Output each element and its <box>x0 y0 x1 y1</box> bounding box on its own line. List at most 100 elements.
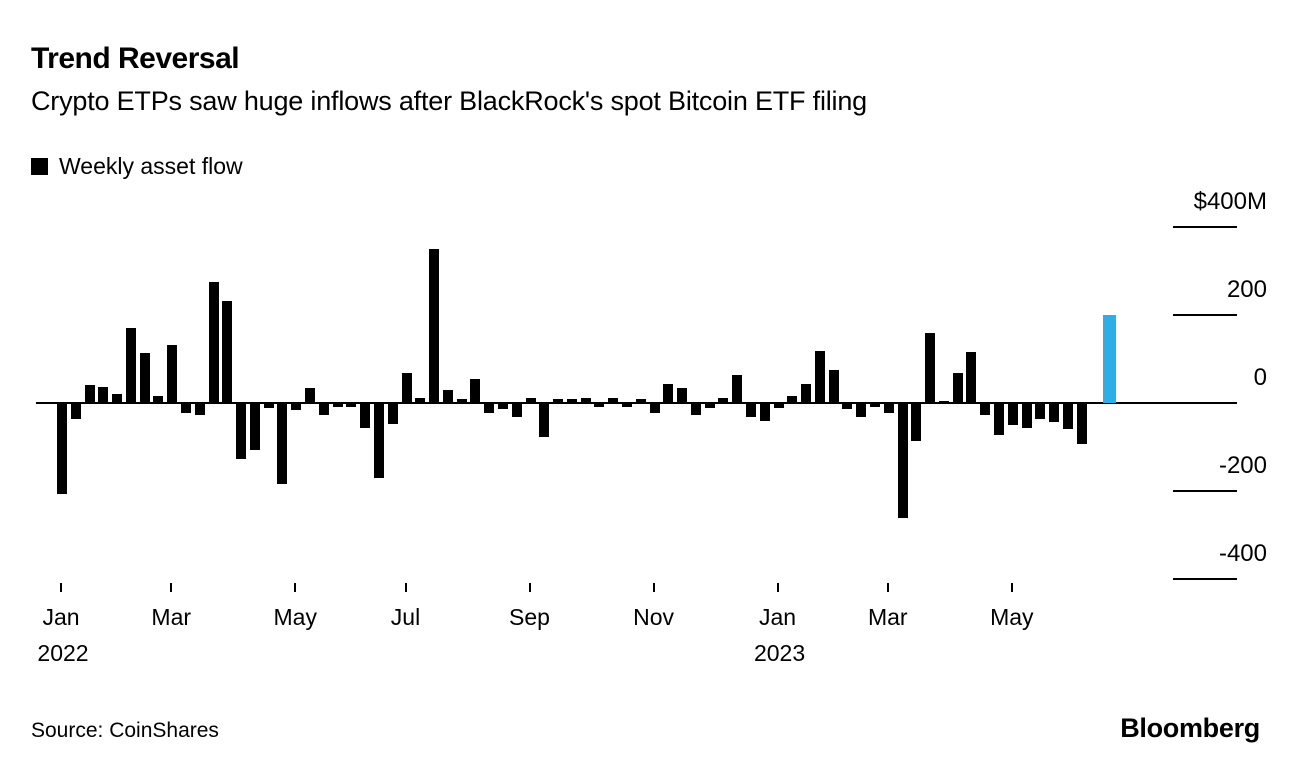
bar <box>787 395 798 403</box>
bar <box>911 404 922 442</box>
bar <box>938 400 949 403</box>
bar <box>70 404 81 419</box>
bar <box>677 388 688 403</box>
bar <box>57 404 67 495</box>
x-axis-label: Sep <box>509 604 550 630</box>
y-axis-tick <box>1173 578 1237 580</box>
bar <box>952 372 963 403</box>
y-axis-label: $400M <box>1193 188 1267 215</box>
y-axis-label: -200 <box>1218 452 1267 479</box>
x-axis-tick <box>1010 583 1013 592</box>
bar <box>746 404 756 417</box>
bar <box>828 369 839 403</box>
bar <box>442 389 453 403</box>
bar <box>801 383 812 403</box>
x-axis-label: Mar <box>151 604 192 630</box>
bar <box>456 398 467 403</box>
bar <box>305 388 316 403</box>
bar <box>194 404 205 415</box>
x-axis-year-label: 2022 <box>37 640 89 666</box>
legend-swatch-icon <box>31 158 48 175</box>
bar <box>925 332 936 403</box>
source-credit: Source: CoinShares <box>31 719 219 742</box>
x-axis-label: May <box>273 604 317 630</box>
bar <box>759 404 770 422</box>
x-axis-tick <box>60 583 62 592</box>
x-axis-tick <box>776 583 779 592</box>
bar <box>84 384 95 403</box>
bar <box>249 404 260 451</box>
bar <box>704 404 715 409</box>
bar <box>98 386 109 403</box>
y-axis-label: -400 <box>1218 540 1267 567</box>
bar <box>401 373 412 403</box>
x-axis-label: Mar <box>867 604 908 630</box>
bar <box>360 404 371 428</box>
bar <box>994 404 1005 436</box>
bar <box>814 351 825 403</box>
bar <box>621 404 632 407</box>
bar <box>539 404 550 437</box>
bar <box>373 404 384 478</box>
bar <box>511 404 522 418</box>
bar <box>594 404 605 408</box>
bar <box>318 404 329 415</box>
bar <box>553 398 564 403</box>
x-axis-tick <box>652 583 655 592</box>
chart-title: Trend Reversal <box>31 42 240 75</box>
bar <box>277 404 288 485</box>
bar <box>236 404 247 459</box>
bar <box>125 328 136 403</box>
bar <box>222 300 233 403</box>
legend: Weekly asset flow <box>31 153 243 180</box>
x-axis-tick <box>170 583 173 592</box>
bar <box>415 398 426 403</box>
bar <box>387 404 398 424</box>
bar <box>1049 404 1060 423</box>
bar <box>181 404 192 413</box>
bar <box>153 396 164 403</box>
bar <box>635 399 646 403</box>
bar <box>470 378 481 403</box>
y-axis-tick <box>1173 490 1237 492</box>
x-axis-tick <box>404 583 407 592</box>
y-axis-label: 0 <box>1253 364 1267 391</box>
bar <box>842 404 853 410</box>
x-axis-tick <box>528 583 531 592</box>
bar <box>690 404 701 415</box>
bar <box>1062 404 1073 429</box>
bar <box>732 374 743 403</box>
legend-label: Weekly asset flow <box>59 153 243 179</box>
x-axis-label: May <box>990 604 1034 630</box>
bar <box>856 404 867 417</box>
bar <box>718 397 729 403</box>
bar <box>112 393 123 403</box>
bar <box>332 404 343 407</box>
bar <box>429 249 440 403</box>
bar <box>1076 404 1087 445</box>
bar <box>1007 404 1018 426</box>
bar <box>580 397 591 403</box>
bar <box>167 344 178 403</box>
x-axis-tick <box>294 583 297 592</box>
bar <box>263 404 274 408</box>
bar <box>870 404 881 408</box>
bar <box>897 404 908 518</box>
x-axis-year-label: 2023 <box>753 640 806 666</box>
y-axis-tick <box>1173 314 1237 316</box>
bar <box>883 404 894 413</box>
bar <box>566 399 577 403</box>
zero-axis-line <box>36 402 1237 404</box>
bar <box>139 352 150 403</box>
bar <box>1035 404 1046 419</box>
highlighted-bar <box>1102 315 1116 403</box>
x-axis-tick <box>886 583 889 592</box>
bar <box>608 398 619 403</box>
bar <box>484 404 495 413</box>
bar <box>663 384 674 403</box>
bloomberg-logo: Bloomberg <box>1120 713 1260 743</box>
x-axis-label: Jan <box>759 604 797 630</box>
bar <box>649 404 660 413</box>
bar <box>497 404 508 409</box>
